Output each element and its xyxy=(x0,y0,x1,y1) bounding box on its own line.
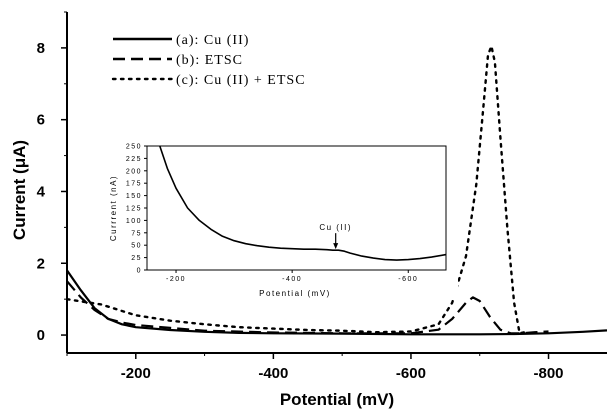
main-series xyxy=(65,44,607,336)
main-x-tick-label: -800 xyxy=(534,365,564,382)
main-x-axis-label: Potential (mV) xyxy=(280,390,394,409)
main-x-tick-label: -400 xyxy=(258,365,288,382)
main-y-axis-label: Current (μA) xyxy=(10,140,29,240)
legend-label: (c): Cu (II) + ETSC xyxy=(176,73,306,88)
inset-chart: -200 -400 -600 0 25 50 75 100 125 150 175 200 225 250… xyxy=(103,138,458,300)
inset-x-tick-label: -600 xyxy=(398,276,418,283)
series-line-dotted xyxy=(65,44,530,335)
series-line-dashed xyxy=(66,280,549,335)
main-chart: -200 -400 -600 -800 0 2 4 6 8 Potential (mV) Cur… xyxy=(10,11,607,409)
inset-x-axis-label: Potential (mV) xyxy=(259,289,331,298)
inset-x-tick-label: -400 xyxy=(282,276,302,283)
main-ticks: -200 -400 -600 -800 0 2 4 6 8 xyxy=(37,11,564,382)
legend-label: (b): ETSC xyxy=(176,53,243,68)
inset-y-tick-label: 125 xyxy=(126,206,142,213)
inset-x-tick-label: -200 xyxy=(166,276,186,283)
inset-y-axis-label: Currrent (nA) xyxy=(109,175,118,241)
inset-y-tick-label: 50 xyxy=(131,243,142,250)
legend-label: (a): Cu (II) xyxy=(176,33,249,48)
legend: (a): Cu (II) (b): ETSC (c): Cu (II) + ETSC xyxy=(111,33,306,88)
main-x-tick-label: -200 xyxy=(121,365,151,382)
inset-y-tick-label: 250 xyxy=(126,144,142,151)
inset-y-tick-label: 75 xyxy=(131,230,142,237)
inset-series-line xyxy=(159,145,447,261)
inset-series xyxy=(159,145,447,261)
main-x-tick-label: -600 xyxy=(396,365,426,382)
inset-y-tick-label: 25 xyxy=(131,255,142,262)
main-y-tick-label: 6 xyxy=(37,112,45,129)
inset-y-tick-label: 200 xyxy=(126,168,142,175)
inset-y-tick-label: 100 xyxy=(126,218,142,225)
main-axes xyxy=(66,12,607,354)
inset-y-tick-label: 150 xyxy=(126,193,142,200)
main-y-tick-label: 8 xyxy=(37,40,45,57)
inset-ticks: -200 -400 -600 0 25 50 75 100 125 150 175 200 225 250 xyxy=(126,144,418,284)
series-line-solid xyxy=(66,269,607,336)
inset-annotation: Cu (II) xyxy=(319,223,352,250)
inset-annotation-label: Cu (II) xyxy=(319,223,352,232)
inset-y-tick-label: 175 xyxy=(126,181,142,188)
inset-y-tick-label: 0 xyxy=(137,268,142,275)
inset-annotation-arrow-head xyxy=(333,243,339,250)
main-y-tick-label: 0 xyxy=(37,327,45,344)
main-y-tick-label: 2 xyxy=(37,255,45,272)
inset-background xyxy=(103,138,458,300)
main-y-tick-label: 4 xyxy=(37,183,46,200)
inset-y-tick-label: 225 xyxy=(126,156,142,163)
